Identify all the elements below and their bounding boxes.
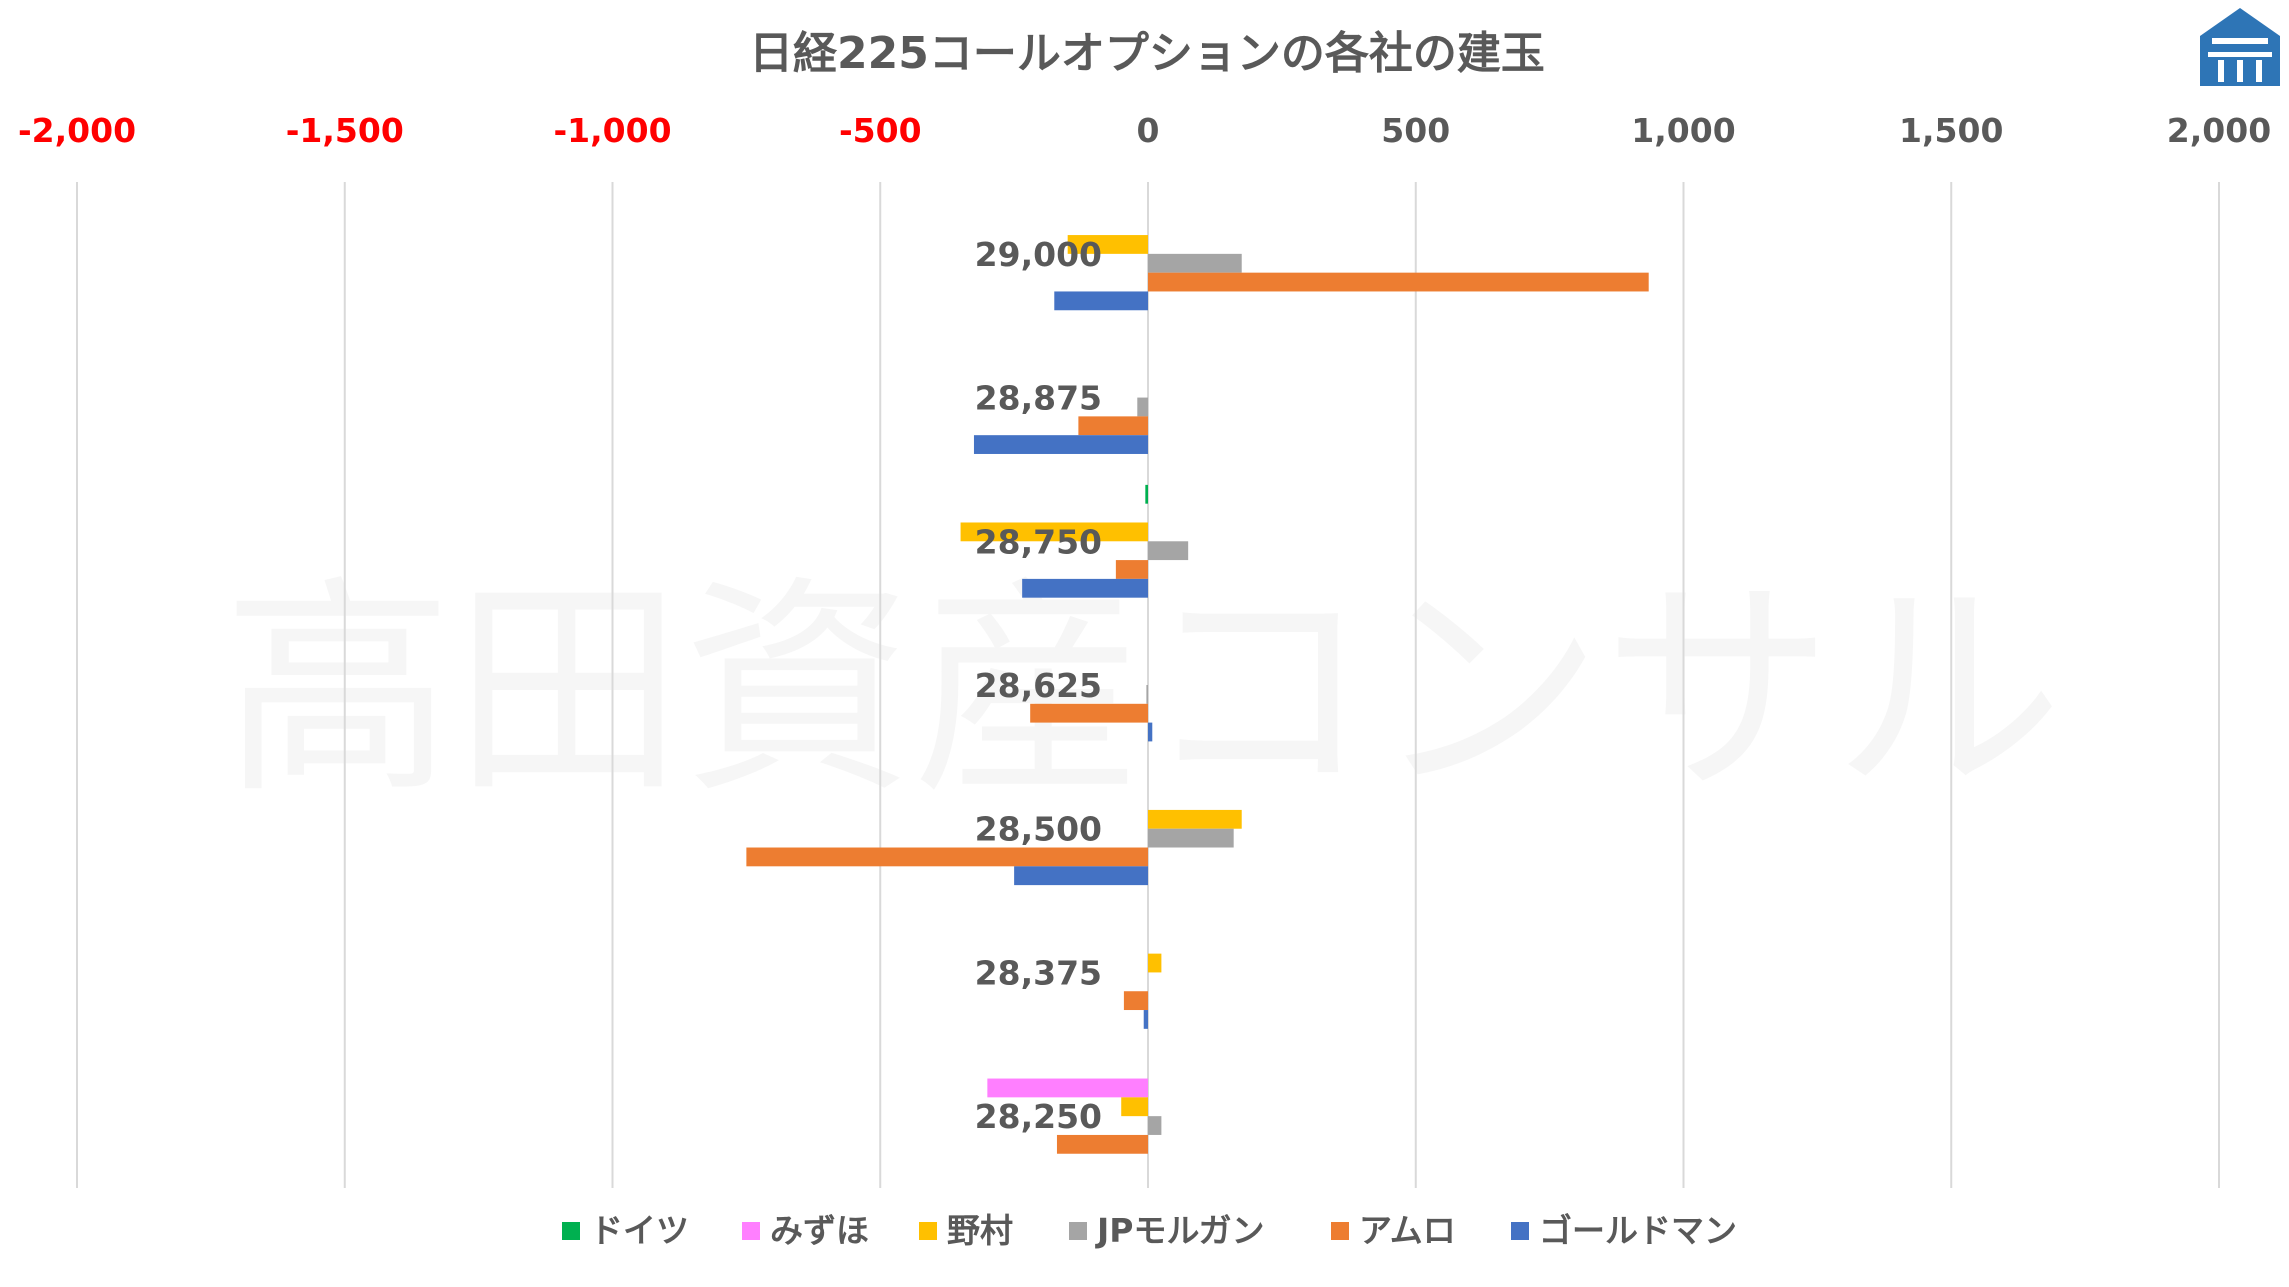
bar — [1123, 991, 1148, 1011]
legend-swatch — [562, 1222, 580, 1240]
legend: ドイツ みずほ 野村 JPモルガン アムロ ゴールドマン — [562, 1211, 1737, 1250]
bar — [1148, 809, 1242, 829]
legend-label: みずほ — [770, 1211, 869, 1250]
building-logo-icon — [2200, 8, 2280, 86]
category-label: 28,250 — [975, 1097, 1102, 1136]
legend-label: アムロ — [1359, 1211, 1456, 1250]
bar — [1148, 828, 1234, 848]
category-label: 28,375 — [975, 953, 1102, 992]
legend-swatch — [1331, 1222, 1349, 1240]
bar — [1148, 541, 1189, 561]
x-tick-label: -2,000 — [18, 111, 136, 150]
category-label: 28,875 — [975, 379, 1102, 418]
category-label: 28,500 — [975, 810, 1102, 849]
x-tick-label: 500 — [1381, 111, 1450, 150]
x-tick-label: 0 — [1137, 111, 1160, 150]
bar — [1148, 253, 1242, 273]
bar — [1115, 560, 1148, 579]
category-label: 28,750 — [975, 522, 1102, 561]
bar — [746, 847, 1148, 867]
bar — [960, 522, 1148, 542]
bar — [1121, 1097, 1148, 1117]
bar — [1146, 685, 1148, 704]
legend-swatch — [1511, 1222, 1529, 1240]
bar — [1137, 397, 1148, 417]
bar — [1014, 866, 1148, 886]
bar — [973, 435, 1148, 454]
x-tick-label: -500 — [839, 111, 922, 150]
bar — [1148, 953, 1162, 973]
category-label: 28,625 — [975, 666, 1102, 705]
watermark-text: 高田資産コンサル — [223, 558, 2063, 825]
x-tick-label: 2,000 — [2167, 111, 2271, 150]
legend-swatch — [742, 1222, 760, 1240]
legend-swatch — [1069, 1222, 1087, 1240]
bar — [1022, 578, 1148, 598]
bar — [1148, 1116, 1162, 1135]
bar — [1067, 235, 1148, 254]
bar — [1078, 416, 1148, 436]
category-label: 29,000 — [975, 235, 1102, 274]
x-tick-label: 1,000 — [1631, 111, 1735, 150]
bars — [746, 235, 1649, 1154]
x-axis-ticks: -2,000 -1,500 -1,000 -500 0 500 1,000 1,500 2,00… — [18, 111, 2271, 150]
bar — [987, 1078, 1148, 1098]
category-labels: 29,000 28,875 28,750 28,625 28,500 28,375 28,2… — [975, 235, 1102, 1136]
bar — [1148, 272, 1649, 292]
legend-label: 野村 — [947, 1211, 1013, 1250]
legend-label: ドイツ — [590, 1211, 689, 1250]
legend-label: ゴールドマン — [1539, 1211, 1737, 1250]
bar — [1030, 703, 1148, 723]
bar — [1056, 1134, 1148, 1154]
bar — [1145, 484, 1148, 504]
legend-swatch — [919, 1222, 937, 1240]
bar — [1148, 722, 1153, 742]
x-tick-label: 1,500 — [1899, 111, 2003, 150]
x-tick-label: -1,000 — [553, 111, 671, 150]
legend-label: JPモルガン — [1095, 1211, 1264, 1250]
bar — [1054, 291, 1148, 311]
chart-title: 日経225コールオプションの各社の建玉 — [749, 28, 1545, 79]
x-tick-label: -1,500 — [286, 111, 404, 150]
bar — [1143, 1010, 1148, 1029]
